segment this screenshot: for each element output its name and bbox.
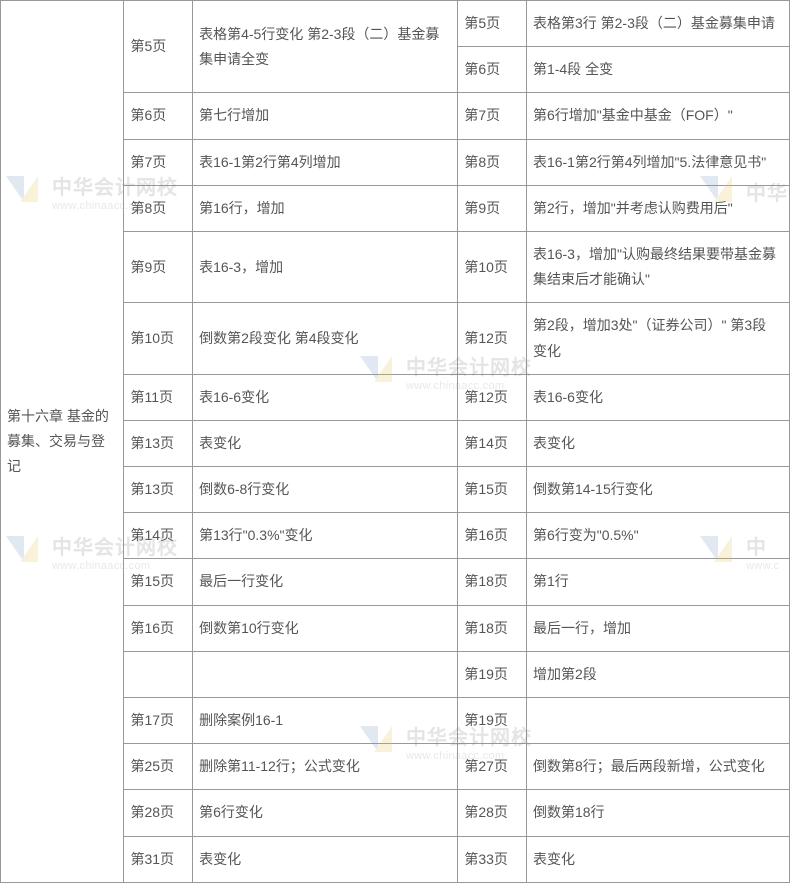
old-page-cell: 第13页 (124, 420, 193, 466)
old-change-cell: 最后一行变化 (193, 559, 458, 605)
new-change-cell: 第6行变为"0.5%" (526, 513, 789, 559)
new-page-cell: 第27页 (458, 744, 527, 790)
old-page-cell: 第31页 (124, 836, 193, 882)
old-page-cell: 第28页 (124, 790, 193, 836)
old-page-cell: 第25页 (124, 744, 193, 790)
new-page-cell: 第19页 (458, 651, 527, 697)
new-change-cell: 第6行增加"基金中基金（FOF）" (526, 93, 789, 139)
new-page-cell: 第7页 (458, 93, 527, 139)
table-row: 第十六章 基金的募集、交易与登记第5页表格第4-5行变化 第2-3段（二）基金募… (1, 1, 790, 47)
old-change-cell: 表变化 (193, 420, 458, 466)
old-change-cell: 第13行"0.3%"变化 (193, 513, 458, 559)
new-page-cell: 第6页 (458, 47, 527, 93)
new-change-cell: 第2行，增加"并考虑认购费用后" (526, 185, 789, 231)
new-change-cell: 倒数第18行 (526, 790, 789, 836)
new-change-cell: 表格第3行 第2-3段（二）基金募集申请 (526, 1, 789, 47)
new-page-cell: 第8页 (458, 139, 527, 185)
old-change-cell: 表格第4-5行变化 第2-3段（二）基金募集申请全变 (193, 1, 458, 93)
new-change-cell: 最后一行，增加 (526, 605, 789, 651)
new-page-cell: 第16页 (458, 513, 527, 559)
old-page-cell: 第16页 (124, 605, 193, 651)
old-change-cell: 第七行增加 (193, 93, 458, 139)
old-change-cell (193, 651, 458, 697)
old-change-cell: 表16-1第2行第4列增加 (193, 139, 458, 185)
new-page-cell: 第19页 (458, 698, 527, 744)
new-change-cell: 倒数第14-15行变化 (526, 467, 789, 513)
chapter-cell: 第十六章 基金的募集、交易与登记 (1, 1, 124, 883)
new-page-cell: 第10页 (458, 231, 527, 302)
old-page-cell: 第6页 (124, 93, 193, 139)
old-change-cell: 表变化 (193, 836, 458, 882)
new-page-cell: 第18页 (458, 559, 527, 605)
old-page-cell (124, 651, 193, 697)
new-page-cell: 第9页 (458, 185, 527, 231)
new-page-cell: 第18页 (458, 605, 527, 651)
new-change-cell: 表16-6变化 (526, 374, 789, 420)
old-page-cell: 第8页 (124, 185, 193, 231)
new-page-cell: 第5页 (458, 1, 527, 47)
old-change-cell: 倒数第10行变化 (193, 605, 458, 651)
new-change-cell (526, 698, 789, 744)
new-change-cell: 倒数第8行；最后两段新增，公式变化 (526, 744, 789, 790)
old-change-cell: 第6行变化 (193, 790, 458, 836)
new-change-cell: 增加第2段 (526, 651, 789, 697)
old-page-cell: 第13页 (124, 467, 193, 513)
new-change-cell: 表变化 (526, 836, 789, 882)
old-change-cell: 第16行，增加 (193, 185, 458, 231)
new-change-cell: 第1-4段 全变 (526, 47, 789, 93)
new-change-cell: 第1行 (526, 559, 789, 605)
new-page-cell: 第12页 (458, 303, 527, 374)
new-page-cell: 第14页 (458, 420, 527, 466)
new-page-cell: 第12页 (458, 374, 527, 420)
old-page-cell: 第15页 (124, 559, 193, 605)
old-change-cell: 表16-6变化 (193, 374, 458, 420)
old-page-cell: 第10页 (124, 303, 193, 374)
new-page-cell: 第28页 (458, 790, 527, 836)
old-change-cell: 表16-3，增加 (193, 231, 458, 302)
old-page-cell: 第5页 (124, 1, 193, 93)
old-page-cell: 第14页 (124, 513, 193, 559)
comparison-table: 第十六章 基金的募集、交易与登记第5页表格第4-5行变化 第2-3段（二）基金募… (0, 0, 790, 883)
old-change-cell: 倒数第2段变化 第4段变化 (193, 303, 458, 374)
new-change-cell: 表16-3，增加"认购最终结果要带基金募集结束后才能确认" (526, 231, 789, 302)
old-page-cell: 第17页 (124, 698, 193, 744)
old-change-cell: 倒数6-8行变化 (193, 467, 458, 513)
old-change-cell: 删除案例16-1 (193, 698, 458, 744)
old-page-cell: 第11页 (124, 374, 193, 420)
new-change-cell: 表16-1第2行第4列增加"5.法律意见书" (526, 139, 789, 185)
new-page-cell: 第15页 (458, 467, 527, 513)
new-change-cell: 第2段，增加3处"（证券公司）" 第3段 变化 (526, 303, 789, 374)
old-page-cell: 第9页 (124, 231, 193, 302)
old-page-cell: 第7页 (124, 139, 193, 185)
old-change-cell: 删除第11-12行；公式变化 (193, 744, 458, 790)
new-page-cell: 第33页 (458, 836, 527, 882)
new-change-cell: 表变化 (526, 420, 789, 466)
